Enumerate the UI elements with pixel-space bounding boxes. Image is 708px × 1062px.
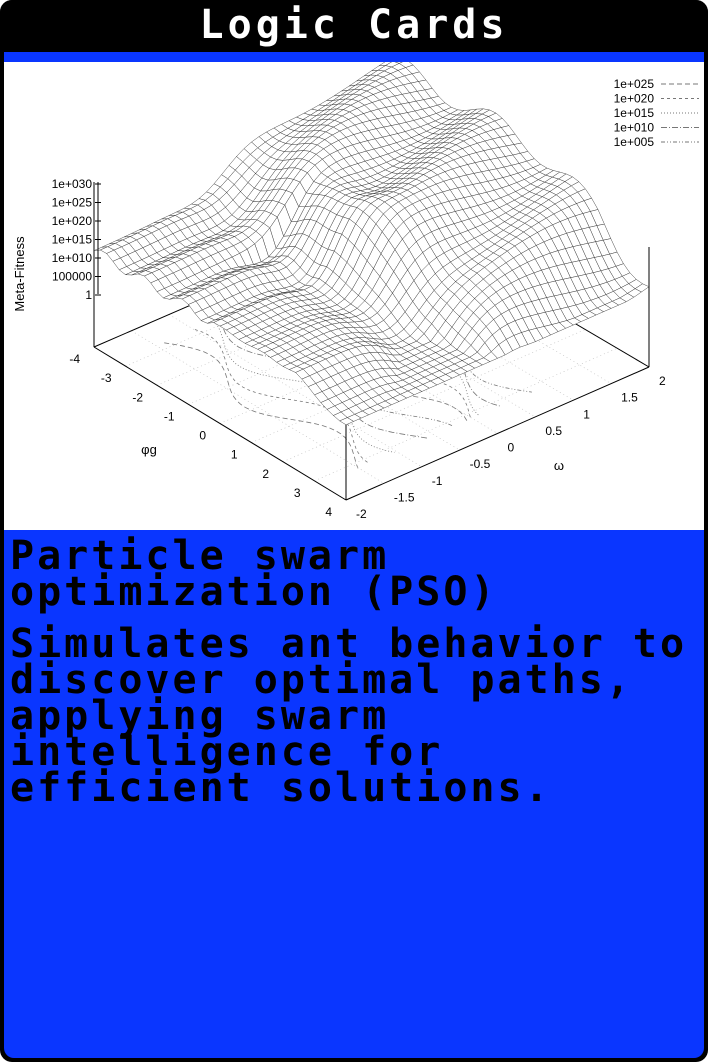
contour-line [239,309,468,421]
card-title: Particle swarm optimization (PSO) [10,533,498,615]
phi-tick-label: 3 [294,486,301,500]
legend-entry-label: 1e+005 [614,135,655,149]
legend-entry-label: 1e+020 [614,92,655,106]
phi-tick-label: -4 [69,352,80,366]
omega-tick-label: -0.5 [470,457,491,471]
z-tick-label: 1e+015 [52,233,93,247]
z-tick-label: 100000 [52,270,92,284]
phi-tick-label: -2 [132,390,143,404]
omega-tick-label: 1.5 [621,391,638,405]
legend-entry-label: 1e+015 [614,106,655,120]
surface-cell [339,417,355,426]
header-title: Logic Cards [199,2,509,48]
axis-ticks: 1e+030 1e+025 1e+020 1e+015 1e+010 100000 1 Met… [12,177,666,521]
phi-tick-label: -3 [101,371,112,385]
floor-edge [93,346,347,501]
legend-entry-label: 1e+025 [614,77,655,91]
surface-mesh [93,62,650,426]
omega-axis-label: ω [554,458,564,473]
phi-tick-label: -1 [164,409,175,423]
omega-tick-label: 1 [583,407,590,421]
z-tick-label: 1e+010 [52,251,93,265]
surface-plot: 1e+030 1e+025 1e+020 1e+015 1e+010 100000 1 Met… [4,62,704,530]
card-body: Particle swarm optimization (PSO) Simula… [4,530,704,1058]
card-description: Simulates ant behavior to discover optim… [10,621,688,811]
surface-plot-svg: 1e+0301e+0251e+0201e+0151e+0101000001Met… [12,62,699,521]
z-tick-label: 1e+020 [52,214,93,228]
omega-tick-label: -2 [356,507,367,521]
omega-tick-label: -1 [432,474,443,488]
z-tick-label: 1 [85,288,92,302]
floor-grid-line [282,329,586,463]
z-axis-label: Meta-Fitness [12,236,27,312]
phi-tick-label: 0 [199,429,206,443]
omega-tick-label: 0 [508,441,515,455]
omega-tick-label: -1.5 [394,490,415,504]
phi-axis-label: φg [141,442,157,457]
card-header: Logic Cards [0,0,708,50]
z-tick-label: 1e+025 [52,196,93,210]
floor-edge [345,366,650,501]
accent-strip [4,52,704,62]
omega-tick-label: 0.5 [545,424,562,438]
phi-tick-label: 1 [231,448,238,462]
z-tick-label: 1e+030 [52,177,93,191]
phi-tick-label: 4 [325,505,332,519]
omega-tick-label: 2 [659,374,666,388]
legend-entry-label: 1e+010 [614,121,655,135]
phi-tick-label: 2 [262,467,269,481]
